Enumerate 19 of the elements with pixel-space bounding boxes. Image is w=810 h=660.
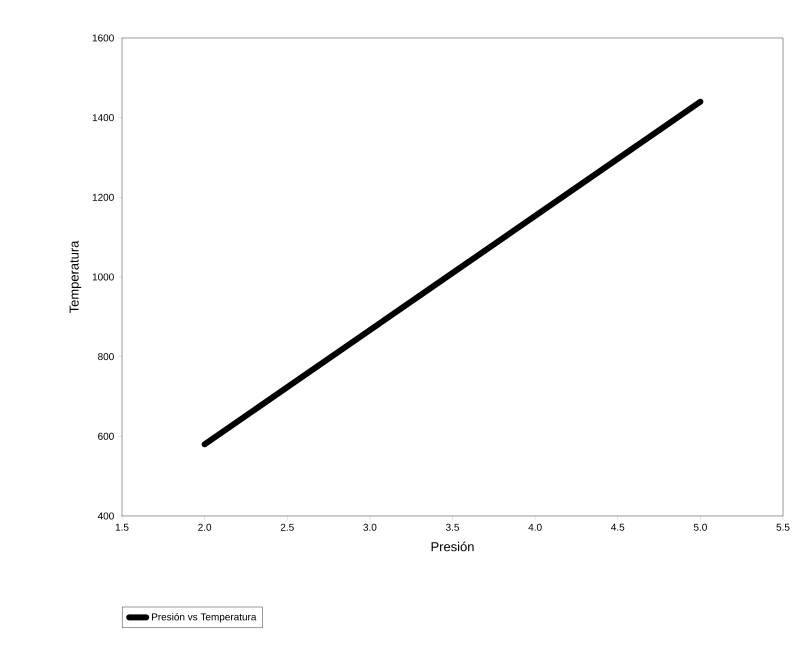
y-tick-label: 1200	[92, 194, 114, 201]
legend-label: Presión vs Temperatura	[152, 612, 256, 622]
x-tick-label: 2.0	[198, 524, 212, 531]
x-tick-label: 4.5	[611, 524, 624, 531]
x-tick-label: 1.5	[116, 524, 129, 531]
y-tick-label: 1000	[92, 273, 114, 281]
x-tick-label: 4.0	[528, 524, 542, 531]
x-tick-label: 3.5	[446, 524, 460, 531]
x-tick-label: 5.5	[776, 524, 790, 531]
x-tick-label: 2.5	[280, 524, 294, 531]
y-tick-label: 800	[98, 353, 114, 360]
y-tick-label: 1400	[92, 114, 114, 122]
y-tick-label: 400	[98, 512, 114, 520]
x-tick-label: 5.0	[694, 524, 707, 531]
x-tick-label: 3.0	[363, 524, 376, 531]
x-axis-title: Presión	[432, 542, 474, 552]
y-axis-title: Temperatura	[70, 240, 82, 314]
y-tick-label: 600	[98, 432, 114, 440]
y-tick-label: 1600	[92, 34, 114, 42]
